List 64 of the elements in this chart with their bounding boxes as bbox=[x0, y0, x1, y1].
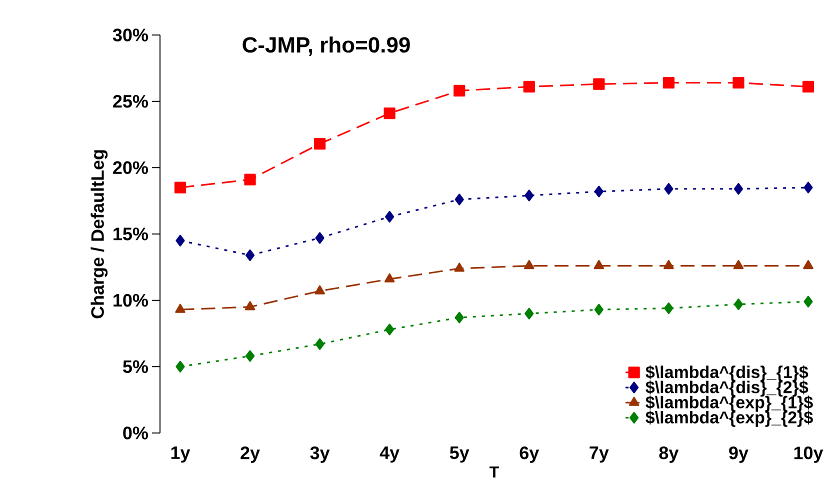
point bbox=[593, 78, 605, 90]
point bbox=[385, 210, 394, 223]
x-tick-label: 6y bbox=[520, 446, 540, 463]
point bbox=[384, 273, 395, 282]
y-tick-label: 20% bbox=[113, 161, 148, 174]
point bbox=[662, 76, 674, 89]
point bbox=[734, 183, 744, 195]
x-tick-label: 8y bbox=[659, 446, 679, 463]
point bbox=[524, 190, 534, 202]
x-tick-label: 3y bbox=[310, 446, 330, 463]
point bbox=[315, 232, 324, 244]
point bbox=[454, 262, 464, 272]
legend-label: $\lambda^{dis}_{2}$ bbox=[646, 380, 808, 397]
point bbox=[175, 304, 186, 313]
legend-label: $\lambda^{exp}_{1}$ bbox=[646, 396, 813, 412]
point bbox=[385, 324, 394, 336]
point bbox=[454, 194, 464, 206]
point bbox=[176, 234, 185, 246]
point bbox=[664, 260, 674, 270]
point bbox=[244, 301, 256, 310]
y-tick-label: 30% bbox=[112, 28, 148, 42]
point bbox=[314, 138, 326, 150]
y-axis-title: Charge / DefaultLeg bbox=[90, 150, 108, 318]
y-tick-label: 15% bbox=[114, 228, 148, 240]
point bbox=[804, 182, 813, 194]
point bbox=[594, 304, 604, 316]
chart-title: C-JMP, rho=0.99 bbox=[242, 36, 410, 56]
point bbox=[176, 360, 185, 372]
point bbox=[594, 260, 604, 270]
point bbox=[733, 260, 744, 270]
point bbox=[384, 107, 396, 120]
x-tick-label: 2y bbox=[240, 446, 260, 463]
y-tick-label: 10% bbox=[114, 294, 148, 307]
x-tick-label: 7y bbox=[590, 446, 609, 463]
point bbox=[244, 174, 256, 186]
y-tick-label: 5% bbox=[123, 360, 148, 373]
point bbox=[245, 249, 255, 262]
x-tick-label: 5y bbox=[450, 446, 470, 463]
point bbox=[803, 260, 814, 270]
point bbox=[802, 80, 814, 93]
x-tick-label: 10y bbox=[794, 446, 824, 463]
legend-label: $\lambda^{exp}_{2}$ bbox=[646, 410, 813, 427]
point bbox=[454, 312, 464, 324]
legend-label: $\lambda^{dis}_{1}$ bbox=[646, 365, 808, 382]
y-tick-label: 0% bbox=[123, 426, 148, 440]
point bbox=[664, 183, 674, 195]
point bbox=[594, 186, 604, 198]
point bbox=[454, 84, 466, 97]
point bbox=[174, 182, 186, 194]
point bbox=[524, 308, 534, 320]
point bbox=[734, 298, 744, 310]
point bbox=[732, 76, 744, 89]
point bbox=[245, 350, 255, 362]
x-tick-label: 9y bbox=[729, 446, 748, 463]
point bbox=[524, 260, 534, 270]
point bbox=[314, 285, 325, 294]
x-tick-label: 4y bbox=[380, 446, 400, 463]
point bbox=[804, 296, 813, 308]
x-tick-label: 1y bbox=[171, 446, 190, 463]
point bbox=[664, 302, 674, 314]
point bbox=[523, 80, 535, 93]
point bbox=[315, 338, 324, 350]
x-axis-title: T bbox=[490, 466, 499, 478]
y-tick-label: 25% bbox=[113, 94, 148, 108]
